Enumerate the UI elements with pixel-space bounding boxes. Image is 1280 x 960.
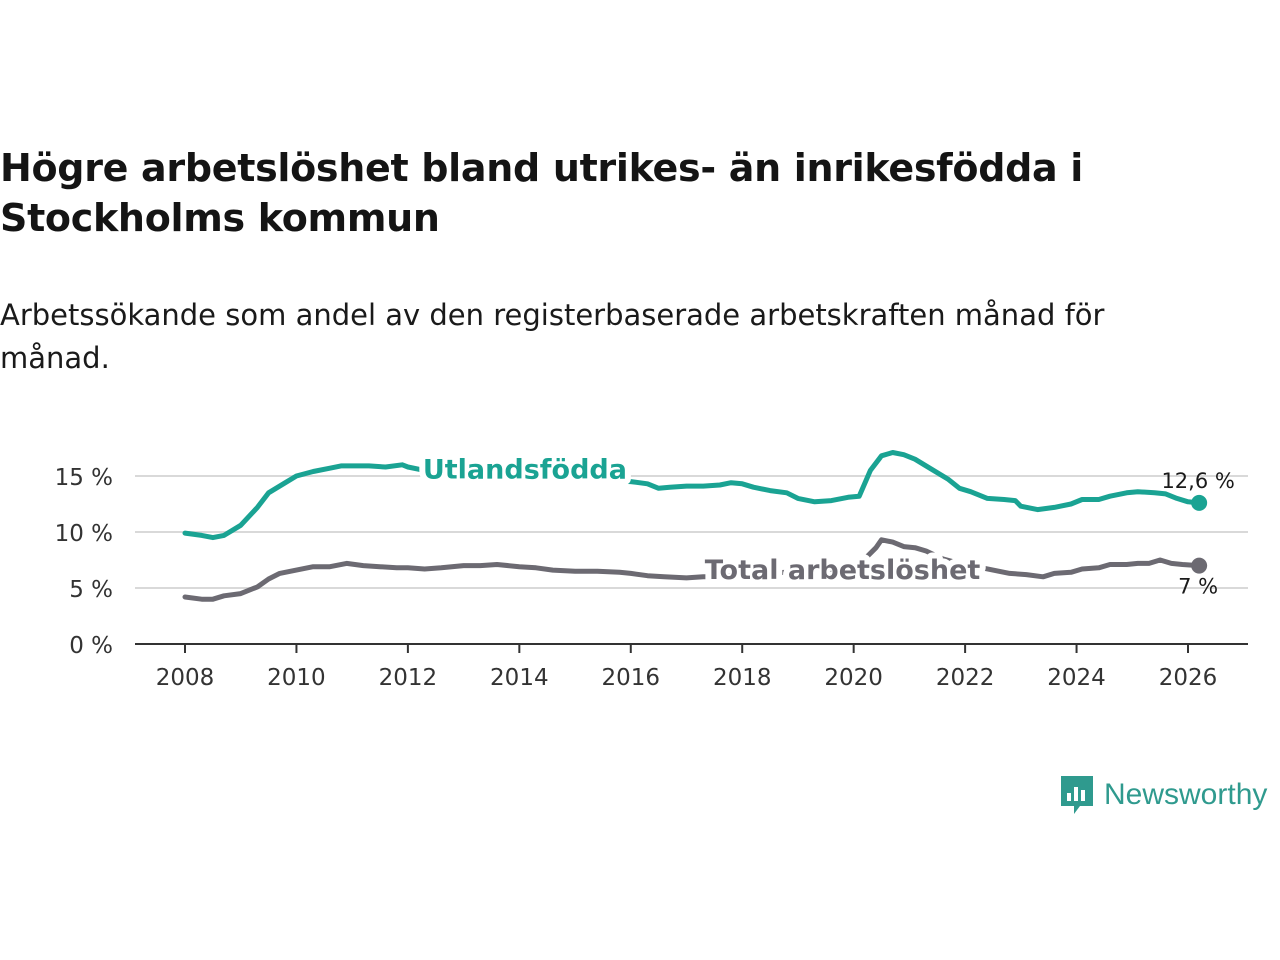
newsworthy-icon [1061, 776, 1093, 814]
series-name-label-utlandsfodda: Utlandsfödda [423, 454, 627, 485]
y-tick-label: 10 % [55, 521, 113, 547]
series-end-point [1191, 557, 1208, 574]
newsworthy-logo: Newsworthy [1058, 770, 1267, 820]
x-tick-label: 2018 [713, 665, 772, 691]
x-tick-label: 2008 [156, 665, 215, 691]
line-chart: 0 %5 %10 %15 % 2008 2010 2012 2014 2016 2018 2… [55, 448, 1248, 691]
series-end-point [1191, 494, 1208, 511]
x-tick-label: 2024 [1047, 665, 1106, 691]
x-tick-label: 2012 [379, 665, 438, 691]
chart-title: Högre arbetslöshet bland utrikes- än inr… [0, 146, 1083, 240]
series-name-label-total: Total arbetslöshet [705, 555, 981, 586]
x-tick-label: 2022 [936, 665, 995, 691]
y-axis-tick-labels: 0 % 5 % 10 % 15 % [55, 465, 113, 659]
series-line-total [182, 537, 1202, 602]
series-end-label: 7 % [1178, 575, 1218, 599]
y-tick-label: 15 % [55, 465, 113, 491]
grid-lines [135, 475, 1248, 589]
x-axis-ticks: 2008 2010 2012 2014 2016 2018 2020 2022 2024 2026 [156, 644, 1218, 691]
x-tick-label: 2014 [490, 665, 549, 691]
series-end-label: 12,6 % [1161, 469, 1234, 493]
x-tick-label: 2026 [1159, 665, 1218, 691]
y-tick-label: 0 % [69, 633, 113, 659]
x-tick-label: 2020 [824, 665, 883, 691]
x-tick-label: 2016 [602, 665, 661, 691]
y-tick-label: 5 % [69, 577, 113, 603]
brand-name: Newsworthy [1104, 778, 1268, 811]
chart-subtitle: Arbetssökande som andel av den registerb… [0, 298, 1105, 375]
x-tick-label: 2010 [267, 665, 326, 691]
series-lines [182, 450, 1208, 602]
series-labels: 12,6 % 7 % Utlandsfödda Total arbetslöshet [417, 448, 1235, 599]
series-line-utlandsfodda [182, 450, 1202, 541]
